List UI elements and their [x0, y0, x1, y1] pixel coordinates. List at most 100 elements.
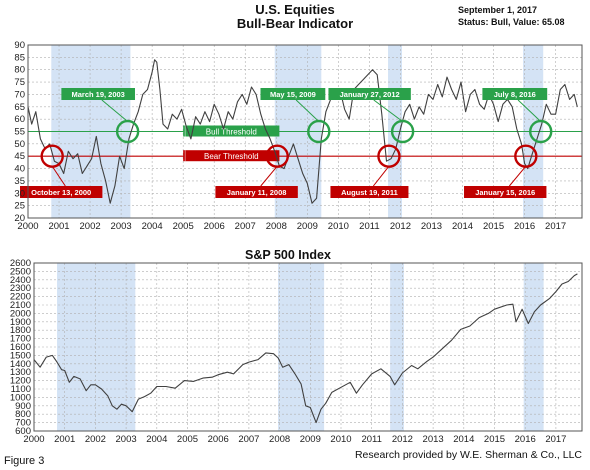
- y-tick-label: 2200: [10, 292, 31, 303]
- x-tick-label: 2009: [300, 434, 321, 445]
- x-tick-label: 2003: [116, 434, 137, 445]
- threshold-label-0: Bull Threshold: [206, 128, 257, 137]
- threshold-label-box-0: [183, 125, 280, 137]
- callout-box: [328, 88, 411, 100]
- x-tick-label: 2010: [328, 221, 349, 232]
- y-tick-label: 85: [14, 52, 25, 63]
- callout-circle: [514, 144, 538, 168]
- y-tick-label: 1300: [10, 367, 31, 378]
- x-tick-label: 2013: [421, 221, 442, 232]
- callout-connector: [101, 99, 128, 122]
- callout-label: July 8, 2016: [494, 90, 536, 99]
- x-tick-label: 2017: [545, 221, 566, 232]
- bull-bear-annotations: October 13, 2000 March 19, 2003 January 11…: [20, 88, 553, 198]
- y-tick-label: 1900: [10, 317, 31, 328]
- callout-connector: [517, 99, 542, 122]
- callout-box: [20, 186, 103, 198]
- y-tick-label: 30: [14, 188, 25, 199]
- bottom-chart-title: S&P 500 Index: [245, 248, 331, 262]
- y-tick-label: 2600: [10, 258, 31, 269]
- top-chart-title-line2: Bull-Bear Indicator: [237, 16, 353, 31]
- y-tick-label: 1200: [10, 376, 31, 387]
- bull-bear-thresholds: Bull Threshold Bear Threshold: [28, 125, 582, 162]
- threshold-label-box-1: [183, 150, 280, 162]
- y-tick-label: 2000: [10, 308, 31, 319]
- y-tick-label: 600: [15, 426, 31, 437]
- callout-label: January 15, 2016: [475, 188, 535, 197]
- x-tick-label: 2010: [330, 434, 351, 445]
- x-tick-label: 2014: [453, 434, 474, 445]
- x-tick-label: 2004: [142, 221, 163, 232]
- y-tick-label: 1000: [10, 392, 31, 403]
- callout-box: [260, 88, 326, 100]
- y-tick-label: 1600: [10, 342, 31, 353]
- x-tick-label: 2016: [515, 434, 536, 445]
- x-tick-label: 2004: [146, 434, 167, 445]
- x-tick-label: 2017: [545, 434, 566, 445]
- status-date: September 1, 2017: [458, 5, 537, 15]
- x-tick-label: 2000: [17, 221, 38, 232]
- y-tick-label: 2500: [10, 266, 31, 277]
- y-tick-label: 1500: [10, 350, 31, 361]
- x-tick-label: 2005: [173, 221, 194, 232]
- credit-line: Research provided by W.E. Sherman & Co.,…: [354, 449, 582, 461]
- x-tick-label: 2008: [269, 434, 290, 445]
- callout-label: May 15, 2009: [270, 90, 316, 99]
- shaded-period-1: [278, 263, 325, 431]
- callout-box: [482, 88, 548, 100]
- y-tick-label: 700: [15, 418, 31, 429]
- x-tick-label: 2011: [359, 221, 379, 232]
- callout-box: [215, 186, 298, 198]
- x-tick-label: 2007: [235, 221, 256, 232]
- x-tick-label: 2001: [48, 221, 69, 232]
- callout-connector: [508, 165, 527, 187]
- y-tick-label: 1800: [10, 325, 31, 336]
- y-tick-label: 80: [14, 65, 25, 76]
- bull-bear-plot-frame: [27, 44, 583, 219]
- y-tick-label: 2100: [10, 300, 31, 311]
- x-tick-label: 2015: [483, 221, 504, 232]
- callout-connector: [372, 165, 390, 187]
- callout-box: [330, 186, 409, 198]
- x-tick-label: 2002: [80, 221, 101, 232]
- callout-connector: [51, 165, 66, 187]
- y-tick-label: 55: [14, 127, 25, 138]
- x-tick-label: 2011: [361, 434, 381, 445]
- x-tick-label: 2005: [177, 434, 198, 445]
- y-tick-label: 45: [14, 151, 25, 162]
- y-tick-label: 2300: [10, 283, 31, 294]
- status-value: Status: Bull, Value: 65.08: [458, 17, 565, 27]
- x-tick-label: 2001: [54, 434, 75, 445]
- x-tick-label: 2000: [23, 434, 44, 445]
- threshold-label-1: Bear Threshold: [204, 152, 259, 161]
- callout-connector: [373, 99, 403, 122]
- y-tick-label: 35: [14, 176, 25, 187]
- sp500-x-tick-labels: 2000 2001 2002 2003 2004 2005 2006 2007 2008 2009…: [23, 434, 566, 445]
- x-tick-label: 2015: [484, 434, 505, 445]
- callout-connector: [295, 99, 320, 122]
- x-tick-label: 2016: [514, 221, 535, 232]
- y-tick-label: 2400: [10, 275, 31, 286]
- y-tick-label: 1100: [11, 384, 31, 395]
- y-tick-label: 50: [14, 139, 25, 150]
- x-tick-label: 2009: [297, 221, 318, 232]
- y-tick-label: 60: [14, 114, 25, 125]
- y-tick-label: 25: [14, 201, 25, 212]
- figure-label: Figure 3: [4, 455, 45, 467]
- callout-circle: [377, 144, 401, 168]
- y-tick-label: 90: [14, 40, 25, 51]
- callout-box: [464, 186, 547, 198]
- y-tick-label: 40: [14, 164, 25, 175]
- callout-label: March 19, 2003: [71, 90, 124, 99]
- y-tick-label: 1700: [10, 334, 31, 345]
- callout-label: January 27, 2012: [340, 90, 400, 99]
- y-tick-label: 75: [14, 77, 25, 88]
- callout-circle: [265, 144, 289, 168]
- callout-circle: [115, 119, 140, 144]
- callout-box: [61, 88, 135, 100]
- x-tick-label: 2008: [266, 221, 287, 232]
- y-tick-label: 70: [14, 89, 25, 100]
- y-tick-label: 800: [15, 409, 31, 420]
- x-tick-label: 2006: [208, 434, 229, 445]
